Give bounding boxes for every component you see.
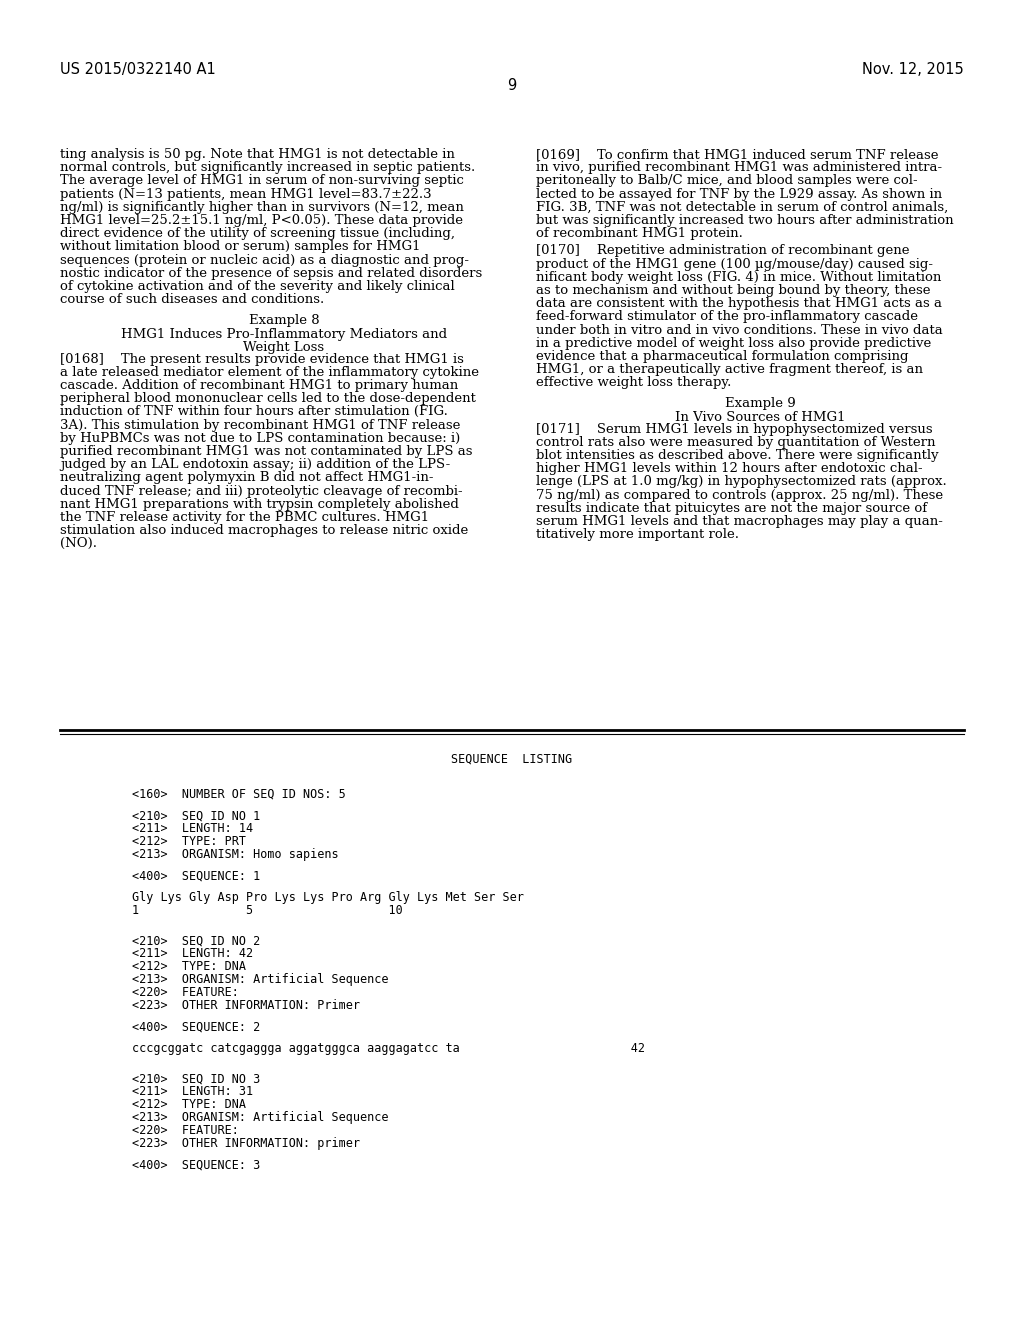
Text: the TNF release activity for the PBMC cultures. HMG1: the TNF release activity for the PBMC cu… <box>60 511 429 524</box>
Text: <210>  SEQ ID NO 2: <210> SEQ ID NO 2 <box>132 935 260 948</box>
Text: [0170]    Repetitive administration of recombinant gene: [0170] Repetitive administration of reco… <box>536 244 909 257</box>
Text: blot intensities as described above. There were significantly: blot intensities as described above. The… <box>536 449 939 462</box>
Text: <211>  LENGTH: 42: <211> LENGTH: 42 <box>132 948 253 960</box>
Text: as to mechanism and without being bound by theory, these: as to mechanism and without being bound … <box>536 284 931 297</box>
Text: by HuPBMCs was not due to LPS contamination because: i): by HuPBMCs was not due to LPS contaminat… <box>60 432 460 445</box>
Text: peritoneally to Balb/C mice, and blood samples were col-: peritoneally to Balb/C mice, and blood s… <box>536 174 918 187</box>
Text: 75 ng/ml) as compared to controls (approx. 25 ng/ml). These: 75 ng/ml) as compared to controls (appro… <box>536 488 943 502</box>
Text: neutralizing agent polymyxin B did not affect HMG1-in-: neutralizing agent polymyxin B did not a… <box>60 471 433 484</box>
Text: The average level of HMG1 in serum of non-surviving septic: The average level of HMG1 in serum of no… <box>60 174 464 187</box>
Text: <212>  TYPE: DNA: <212> TYPE: DNA <box>132 1098 246 1111</box>
Text: product of the HMG1 gene (100 µg/mouse/day) caused sig-: product of the HMG1 gene (100 µg/mouse/d… <box>536 257 933 271</box>
Text: HMG1 Induces Pro-Inflammatory Mediators and: HMG1 Induces Pro-Inflammatory Mediators … <box>121 327 447 341</box>
Text: ng/ml) is significantly higher than in survivors (N=12, mean: ng/ml) is significantly higher than in s… <box>60 201 464 214</box>
Text: <400>  SEQUENCE: 1: <400> SEQUENCE: 1 <box>132 870 260 883</box>
Text: Nov. 12, 2015: Nov. 12, 2015 <box>862 62 964 77</box>
Text: <210>  SEQ ID NO 3: <210> SEQ ID NO 3 <box>132 1072 260 1085</box>
Text: HMG1 level=25.2±15.1 ng/ml, P<0.05). These data provide: HMG1 level=25.2±15.1 ng/ml, P<0.05). The… <box>60 214 463 227</box>
Text: (NO).: (NO). <box>60 537 97 550</box>
Text: FIG. 3B, TNF was not detectable in serum of control animals,: FIG. 3B, TNF was not detectable in serum… <box>536 201 948 214</box>
Text: control rats also were measured by quantitation of Western: control rats also were measured by quant… <box>536 436 936 449</box>
Text: serum HMG1 levels and that macrophages may play a quan-: serum HMG1 levels and that macrophages m… <box>536 515 943 528</box>
Text: SEQUENCE  LISTING: SEQUENCE LISTING <box>452 752 572 766</box>
Text: <400>  SEQUENCE: 3: <400> SEQUENCE: 3 <box>132 1159 260 1172</box>
Text: <210>  SEQ ID NO 1: <210> SEQ ID NO 1 <box>132 809 260 822</box>
Text: direct evidence of the utility of screening tissue (including,: direct evidence of the utility of screen… <box>60 227 455 240</box>
Text: <213>  ORGANISM: Artificial Sequence: <213> ORGANISM: Artificial Sequence <box>132 1111 388 1125</box>
Text: <211>  LENGTH: 31: <211> LENGTH: 31 <box>132 1085 253 1098</box>
Text: judged by an LAL endotoxin assay; ii) addition of the LPS-: judged by an LAL endotoxin assay; ii) ad… <box>60 458 451 471</box>
Text: cascade. Addition of recombinant HMG1 to primary human: cascade. Addition of recombinant HMG1 to… <box>60 379 459 392</box>
Text: normal controls, but significantly increased in septic patients.: normal controls, but significantly incre… <box>60 161 475 174</box>
Text: nant HMG1 preparations with trypsin completely abolished: nant HMG1 preparations with trypsin comp… <box>60 498 459 511</box>
Text: cccgcggatc catcgaggga aggatgggca aaggagatcc ta                        42: cccgcggatc catcgaggga aggatgggca aaggaga… <box>132 1043 645 1055</box>
Text: feed-forward stimulator of the pro-inflammatory cascade: feed-forward stimulator of the pro-infla… <box>536 310 918 323</box>
Text: [0169]    To confirm that HMG1 induced serum TNF release: [0169] To confirm that HMG1 induced seru… <box>536 148 939 161</box>
Text: [0168]    The present results provide evidence that HMG1 is: [0168] The present results provide evide… <box>60 352 464 366</box>
Text: HMG1, or a therapeutically active fragment thereof, is an: HMG1, or a therapeutically active fragme… <box>536 363 923 376</box>
Text: <212>  TYPE: PRT: <212> TYPE: PRT <box>132 836 246 849</box>
Text: patients (N=13 patients, mean HMG1 level=83.7±22.3: patients (N=13 patients, mean HMG1 level… <box>60 187 432 201</box>
Text: <160>  NUMBER OF SEQ ID NOS: 5: <160> NUMBER OF SEQ ID NOS: 5 <box>132 788 346 801</box>
Text: Weight Loss: Weight Loss <box>244 341 325 354</box>
Text: ting analysis is 50 pg. Note that HMG1 is not detectable in: ting analysis is 50 pg. Note that HMG1 i… <box>60 148 455 161</box>
Text: duced TNF release; and iii) proteolytic cleavage of recombi-: duced TNF release; and iii) proteolytic … <box>60 484 463 498</box>
Text: <220>  FEATURE:: <220> FEATURE: <box>132 986 239 999</box>
Text: [0171]    Serum HMG1 levels in hypophysectomized versus: [0171] Serum HMG1 levels in hypophysecto… <box>536 422 933 436</box>
Text: 9: 9 <box>507 78 517 92</box>
Text: effective weight loss therapy.: effective weight loss therapy. <box>536 376 731 389</box>
Text: peripheral blood mononuclear cells led to the dose-dependent: peripheral blood mononuclear cells led t… <box>60 392 476 405</box>
Text: Example 8: Example 8 <box>249 314 319 327</box>
Text: 1               5                   10: 1 5 10 <box>132 904 402 917</box>
Text: in a predictive model of weight loss also provide predictive: in a predictive model of weight loss als… <box>536 337 931 350</box>
Text: of cytokine activation and of the severity and likely clinical: of cytokine activation and of the severi… <box>60 280 455 293</box>
Text: <212>  TYPE: DNA: <212> TYPE: DNA <box>132 960 246 973</box>
Text: <211>  LENGTH: 14: <211> LENGTH: 14 <box>132 822 253 836</box>
Text: induction of TNF within four hours after stimulation (FIG.: induction of TNF within four hours after… <box>60 405 447 418</box>
Text: results indicate that pituicytes are not the major source of: results indicate that pituicytes are not… <box>536 502 927 515</box>
Text: nificant body weight loss (FIG. 4) in mice. Without limitation: nificant body weight loss (FIG. 4) in mi… <box>536 271 941 284</box>
Text: sequences (protein or nucleic acid) as a diagnostic and prog-: sequences (protein or nucleic acid) as a… <box>60 253 469 267</box>
Text: in vivo, purified recombinant HMG1 was administered intra-: in vivo, purified recombinant HMG1 was a… <box>536 161 942 174</box>
Text: nostic indicator of the presence of sepsis and related disorders: nostic indicator of the presence of seps… <box>60 267 482 280</box>
Text: <223>  OTHER INFORMATION: primer: <223> OTHER INFORMATION: primer <box>132 1137 360 1150</box>
Text: <213>  ORGANISM: Artificial Sequence: <213> ORGANISM: Artificial Sequence <box>132 973 388 986</box>
Text: evidence that a pharmaceutical formulation comprising: evidence that a pharmaceutical formulati… <box>536 350 908 363</box>
Text: In Vivo Sources of HMG1: In Vivo Sources of HMG1 <box>675 411 845 424</box>
Text: under both in vitro and in vivo conditions. These in vivo data: under both in vitro and in vivo conditio… <box>536 323 943 337</box>
Text: <400>  SEQUENCE: 2: <400> SEQUENCE: 2 <box>132 1020 260 1034</box>
Text: <220>  FEATURE:: <220> FEATURE: <box>132 1125 239 1137</box>
Text: course of such diseases and conditions.: course of such diseases and conditions. <box>60 293 325 306</box>
Text: <213>  ORGANISM: Homo sapiens: <213> ORGANISM: Homo sapiens <box>132 849 339 862</box>
Text: higher HMG1 levels within 12 hours after endotoxic chal-: higher HMG1 levels within 12 hours after… <box>536 462 923 475</box>
Text: <223>  OTHER INFORMATION: Primer: <223> OTHER INFORMATION: Primer <box>132 999 360 1012</box>
Text: without limitation blood or serum) samples for HMG1: without limitation blood or serum) sampl… <box>60 240 421 253</box>
Text: 3A). This stimulation by recombinant HMG1 of TNF release: 3A). This stimulation by recombinant HMG… <box>60 418 461 432</box>
Text: a late released mediator element of the inflammatory cytokine: a late released mediator element of the … <box>60 366 479 379</box>
Text: data are consistent with the hypothesis that HMG1 acts as a: data are consistent with the hypothesis … <box>536 297 942 310</box>
Text: lected to be assayed for TNF by the L929 assay. As shown in: lected to be assayed for TNF by the L929… <box>536 187 942 201</box>
Text: but was significantly increased two hours after administration: but was significantly increased two hour… <box>536 214 953 227</box>
Text: US 2015/0322140 A1: US 2015/0322140 A1 <box>60 62 216 77</box>
Text: titatively more important role.: titatively more important role. <box>536 528 739 541</box>
Text: purified recombinant HMG1 was not contaminated by LPS as: purified recombinant HMG1 was not contam… <box>60 445 472 458</box>
Text: Gly Lys Gly Asp Pro Lys Lys Pro Arg Gly Lys Met Ser Ser: Gly Lys Gly Asp Pro Lys Lys Pro Arg Gly … <box>132 891 524 904</box>
Text: stimulation also induced macrophages to release nitric oxide: stimulation also induced macrophages to … <box>60 524 468 537</box>
Text: Example 9: Example 9 <box>725 397 796 411</box>
Text: lenge (LPS at 1.0 mg/kg) in hypophysectomized rats (approx.: lenge (LPS at 1.0 mg/kg) in hypophysecto… <box>536 475 947 488</box>
Text: of recombinant HMG1 protein.: of recombinant HMG1 protein. <box>536 227 742 240</box>
